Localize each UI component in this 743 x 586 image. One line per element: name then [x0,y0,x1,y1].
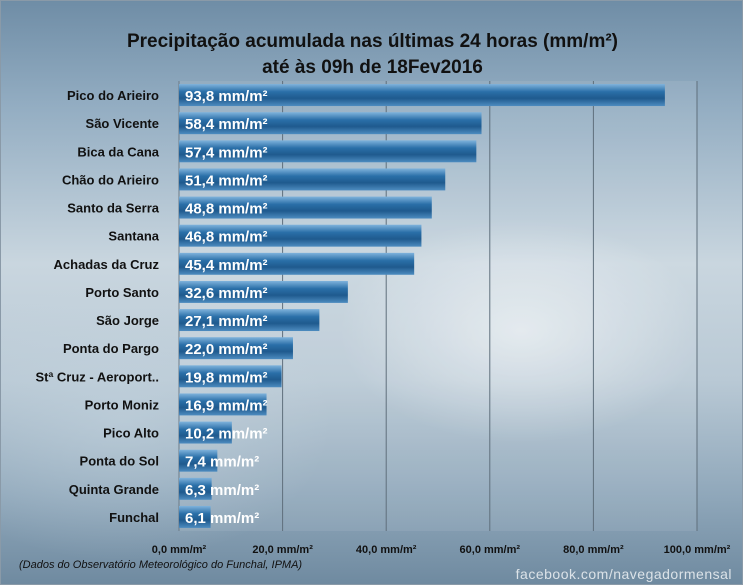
data-label: 58,4 mm/m² [185,116,268,133]
category-label: Ponta do Pargo [63,341,159,356]
bar [179,224,422,247]
category-label: Stª Cruz - Aeroport.. [36,369,160,384]
bar [179,449,218,472]
x-tick-label: 20,0 mm/m² [252,544,313,556]
bar [179,84,665,107]
bar [179,168,446,191]
data-label: 32,6 mm/m² [185,285,268,302]
bar [179,252,415,275]
data-label: 57,4 mm/m² [185,144,268,161]
data-label: 27,1 mm/m² [185,313,268,330]
x-tick-label: 60,0 mm/m² [460,544,521,556]
data-label: 10,2 mm/m² [185,426,268,443]
data-label: 48,8 mm/m² [185,201,268,218]
category-label: Santo da Serra [67,201,160,216]
data-label: 6,3 mm/m² [185,482,259,499]
bar [179,337,293,360]
data-label: 7,4 mm/m² [185,454,259,471]
source-note: (Dados do Observatório Meteorológico do … [19,559,303,571]
category-label: Pico Alto [103,426,159,441]
category-label: Santana [108,229,159,244]
category-label: Bica da Cana [77,144,159,159]
data-label: 46,8 mm/m² [185,229,268,246]
x-tick-label: 80,0 mm/m² [563,544,624,556]
bar [179,196,432,219]
bar [179,280,348,303]
chart-title: Precipitação acumulada nas últimas 24 ho… [1,29,743,81]
bar [179,477,212,500]
category-label: Porto Moniz [85,397,160,412]
category-label: Porto Santo [85,285,159,300]
category-label: Chão do Arieiro [62,172,159,187]
bar [179,140,477,163]
bar [179,393,267,416]
bar [179,505,211,528]
data-label: 16,9 mm/m² [185,397,268,414]
data-label: 6,1 mm/m² [185,510,259,527]
bar [179,309,320,332]
data-label: 93,8 mm/m² [185,88,268,105]
bar [179,421,232,444]
x-tick-label: 100,0 mm/m² [664,544,731,556]
watermark: facebook.com/navegadormensal [515,566,732,582]
category-label: Pico do Arieiro [67,88,159,103]
category-label: Ponta do Sol [80,454,159,469]
title-line: Precipitação acumulada nas últimas 24 ho… [126,31,618,52]
x-tick-label: 0,0 mm/m² [152,544,207,556]
category-label: São Vicente [86,116,159,131]
category-label: São Jorge [96,313,159,328]
bar [179,112,482,135]
data-label: 19,8 mm/m² [185,369,268,386]
x-tick-label: 40,0 mm/m² [356,544,417,556]
bar [179,365,282,388]
subtitle-line: até às 09h de 18Fev2016 [262,57,483,78]
data-label: 22,0 mm/m² [185,341,268,358]
category-label: Achadas da Cruz [54,257,160,272]
data-label: 45,4 mm/m² [185,257,268,274]
data-label: 51,4 mm/m² [185,172,268,189]
category-label: Quinta Grande [69,482,159,497]
category-label: Funchal [109,510,159,525]
